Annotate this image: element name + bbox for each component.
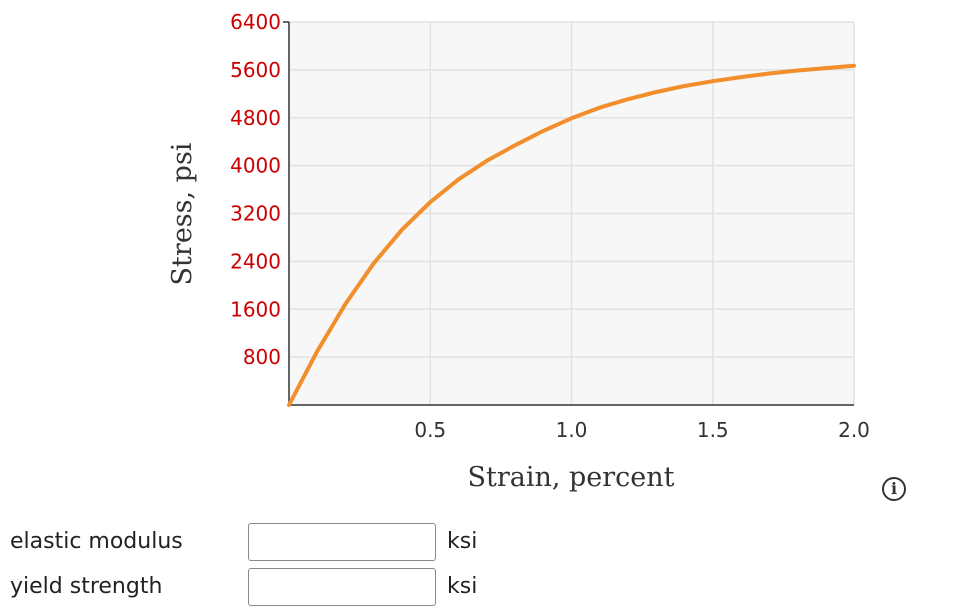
x-axis-title: Strain, percent [467,462,674,493]
x-tick-label: 1.5 [697,418,729,442]
y-tick-labels: 800 1600 2400 3200 4000 4800 5600 6400 [230,10,281,369]
y-tick-label: 3200 [230,202,281,226]
stress-strain-chart: 800 1600 2400 3200 4000 4800 5600 6400 0.5 1.0 1.… [167,10,870,493]
y-tick-label: 800 [243,345,281,369]
elastic-modulus-input[interactable] [248,523,436,561]
yield-strength-input[interactable] [248,568,436,606]
yield-strength-unit: ksi [447,574,478,599]
y-tick-label: 4800 [230,106,281,130]
axes [283,21,854,406]
x-tick-label: 2.0 [838,418,870,442]
series-group [287,63,856,407]
y-axis-title: Stress, psi [167,142,198,285]
elastic-modulus-row: elastic modulus ksi [0,523,970,563]
y-tick-label: 4000 [230,154,281,178]
x-tick-label: 1.0 [556,418,588,442]
yield-strength-label: yield strength [10,574,163,599]
y-tick-label: 2400 [230,249,281,273]
info-icon[interactable]: i [882,477,906,501]
y-tick-label: 1600 [230,297,281,321]
x-tick-labels: 0.5 1.0 1.5 2.0 [414,418,870,442]
stress-strain-curve [287,63,856,407]
y-tick-label: 6400 [230,10,281,34]
yield-strength-row: yield strength ksi [0,568,970,608]
y-tick-label: 5600 [230,58,281,82]
elastic-modulus-unit: ksi [447,529,478,554]
elastic-modulus-label: elastic modulus [10,529,183,554]
x-tick-label: 0.5 [414,418,446,442]
